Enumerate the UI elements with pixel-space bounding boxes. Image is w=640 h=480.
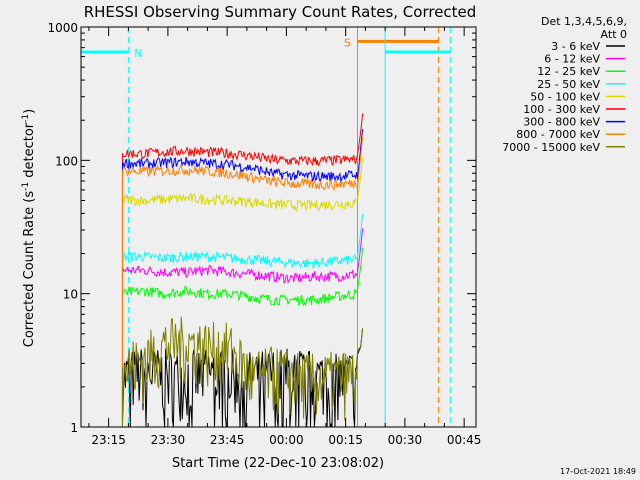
y-tick-label: 1000 (47, 21, 78, 35)
legend-label: 12 - 25 keV (537, 65, 600, 78)
marker-label: N (134, 47, 142, 60)
y-tick-label: 100 (55, 154, 78, 168)
y-tick-label: 1 (70, 421, 78, 435)
series-lines (121, 113, 364, 428)
y-axis-label: Corrected Count Rate (s-1 detector-1) (21, 109, 37, 347)
x-axis-label: Start Time (22-Dec-10 23:08:02) (172, 456, 384, 471)
legend-title-line1: Det 1,3,4,5,6,9, (541, 15, 627, 28)
legend-label: 25 - 50 keV (537, 78, 600, 91)
x-tick-label: 00:30 (388, 433, 423, 447)
series-line (122, 247, 364, 307)
series-line (122, 157, 364, 212)
chart-title: RHESSI Observing Summary Count Rates, Co… (84, 3, 477, 21)
x-tick-label: 23:15 (91, 433, 126, 447)
x-tick-label: 00:00 (269, 433, 304, 447)
legend-label: 300 - 800 keV (523, 116, 600, 129)
legend-label: 50 - 100 keV (530, 90, 600, 103)
series-line (122, 136, 364, 192)
series-line (122, 316, 364, 421)
series-line (122, 113, 364, 167)
legend-label: 6 - 12 keV (544, 53, 600, 66)
x-tick-label: 00:15 (328, 433, 363, 447)
legend-label: 800 - 7000 keV (516, 128, 600, 141)
x-tick-label: 00:45 (447, 433, 482, 447)
legend-label: 7000 - 15000 keV (502, 141, 600, 154)
y-axis: 1 10 100 1000 (47, 21, 476, 435)
y-tick-label: 10 (63, 288, 78, 302)
footer-timestamp: 17-Oct-2021 18:49 (560, 467, 636, 476)
marker-label: S (344, 36, 351, 49)
series-line (122, 129, 364, 184)
plot-frame (80, 26, 477, 428)
legend-label: 100 - 300 keV (523, 103, 600, 116)
legend-label: 3 - 6 keV (551, 40, 600, 53)
legend-title-line2: Att 0 (601, 28, 627, 41)
series-line (122, 228, 364, 285)
x-axis: 23:15 23:30 23:45 00:00 00:15 00:30 00:45 (88, 27, 482, 447)
series-line (122, 328, 364, 428)
x-tick-label: 23:30 (151, 433, 186, 447)
x-tick-label: 23:45 (210, 433, 245, 447)
series-line (122, 213, 364, 269)
